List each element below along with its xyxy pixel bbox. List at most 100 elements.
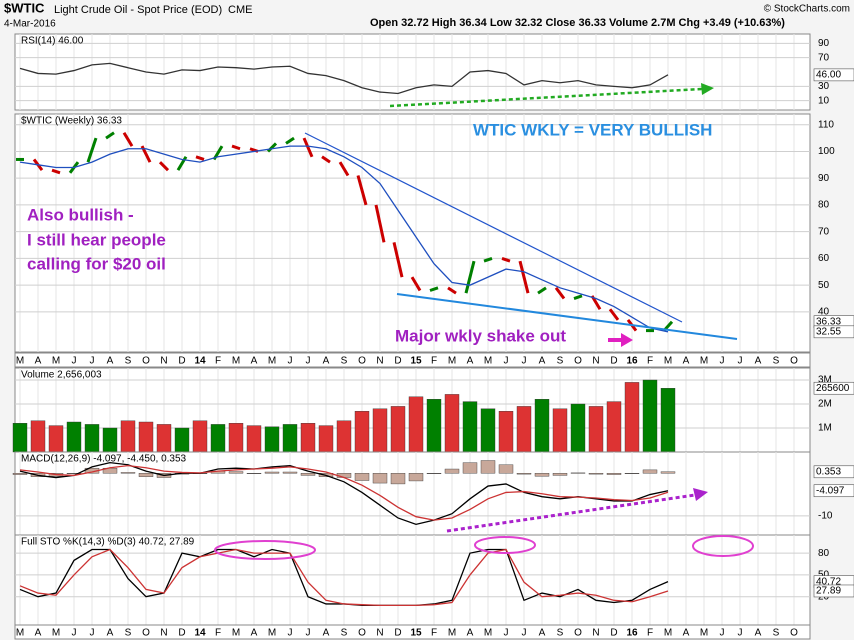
x-tick-label: M xyxy=(232,356,240,367)
price-bar xyxy=(86,137,98,163)
bar xyxy=(660,471,676,474)
value-box-label: 32.55 xyxy=(816,326,841,337)
value-box xyxy=(813,325,854,339)
price-bar xyxy=(231,144,241,151)
y-tick-label: 90 xyxy=(818,173,830,184)
annotation: Also bullish - xyxy=(27,205,134,224)
price-bar xyxy=(285,136,295,145)
highlight xyxy=(474,536,536,554)
bar xyxy=(480,460,496,474)
x-tick-label: A xyxy=(107,356,114,367)
x-axis-band xyxy=(14,624,811,640)
value-box-label: -4.097 xyxy=(816,485,845,496)
price-bar xyxy=(356,175,368,206)
bar xyxy=(138,421,154,453)
y-tick-label: 70 xyxy=(818,52,830,63)
credit: © StockCharts.com xyxy=(764,4,850,15)
bar xyxy=(138,473,154,477)
x-tick-label: S xyxy=(125,628,132,639)
panel-label: RSI(14) 46.00 xyxy=(21,36,84,47)
price-bar xyxy=(266,142,278,153)
x-tick-label: M xyxy=(664,628,672,639)
trend-line xyxy=(304,132,683,323)
x-tick-label: A xyxy=(35,628,42,639)
price-bar xyxy=(429,286,439,292)
x-tick-label: D xyxy=(178,628,185,639)
value-box-label: 27.89 xyxy=(816,586,841,597)
x-tick-label: N xyxy=(376,628,383,639)
arrow-head xyxy=(621,333,633,347)
price-bar xyxy=(447,286,457,295)
x-tick-label: A xyxy=(683,628,690,639)
bar xyxy=(174,427,190,453)
value-box-label: 40.72 xyxy=(816,576,841,587)
bar xyxy=(120,420,136,453)
x-tick-label: M xyxy=(700,628,708,639)
bar xyxy=(192,420,208,453)
x-tick-label: 15 xyxy=(410,356,422,367)
x-tick-label: D xyxy=(610,628,617,639)
value-box xyxy=(813,484,854,498)
x-tick-label: J xyxy=(90,356,95,367)
x-tick-label: D xyxy=(178,356,185,367)
x-tick-label: J xyxy=(72,628,77,639)
annotation: Major wkly shake out xyxy=(395,326,566,345)
series-line xyxy=(19,62,669,95)
x-tick-label: O xyxy=(142,628,150,639)
bar xyxy=(570,403,586,453)
bar xyxy=(516,473,532,475)
price-bar xyxy=(158,161,170,172)
x-tick-label: S xyxy=(557,628,564,639)
bar xyxy=(30,420,46,453)
x-tick-label: M xyxy=(484,628,492,639)
x-tick-label: J xyxy=(72,356,77,367)
bar xyxy=(552,408,568,453)
x-tick-label: J xyxy=(90,628,95,639)
bar xyxy=(552,473,568,476)
x-tick-label: S xyxy=(773,628,780,639)
x-tick-label: 16 xyxy=(626,356,638,367)
x-tick-label: M xyxy=(16,356,24,367)
annotation: I still hear people xyxy=(27,230,166,249)
bar xyxy=(660,388,676,453)
x-tick-label: O xyxy=(574,628,582,639)
bar xyxy=(462,401,478,453)
bar xyxy=(624,473,640,474)
y-tick-label: 90 xyxy=(818,38,830,49)
price-bar xyxy=(518,260,530,294)
annotation: WTIC WKLY = VERY BULLISH xyxy=(473,120,712,139)
quote: Open 32.72 High 36.34 Low 32.32 Close 36… xyxy=(370,17,785,29)
x-tick-label: J xyxy=(504,628,509,639)
price-bar xyxy=(51,168,61,175)
x-tick-label: F xyxy=(215,356,221,367)
x-tick-label: D xyxy=(394,628,401,639)
x-tick-label: A xyxy=(539,356,546,367)
bar xyxy=(498,411,514,453)
annotations: WTIC WKLY = VERY BULLISH Also bullish - … xyxy=(27,83,754,560)
x-tick-label: S xyxy=(341,628,348,639)
x-tick-label: O xyxy=(358,628,366,639)
x-tick-label: A xyxy=(755,356,762,367)
x-tick-label: O xyxy=(790,356,798,367)
x-tick-label: F xyxy=(431,356,437,367)
x-tick-label: J xyxy=(720,628,725,639)
bar xyxy=(300,473,316,476)
panel-label: MACD(12,26,9) -4.097, -4.450, 0.353 xyxy=(21,454,187,465)
value-box-label: 46.00 xyxy=(816,70,841,81)
bar xyxy=(354,473,370,481)
price-bar xyxy=(573,294,583,300)
bar xyxy=(48,425,64,453)
x-tick-label: J xyxy=(738,356,743,367)
x-tick-label: M xyxy=(700,356,708,367)
bar xyxy=(426,473,442,474)
bar xyxy=(102,427,118,453)
bar xyxy=(228,471,244,474)
price-bar xyxy=(105,131,115,140)
y-tick-label: 50 xyxy=(818,570,830,581)
arrow xyxy=(389,87,703,108)
x-tick-label: F xyxy=(215,628,221,639)
panel-label: Full STO %K(14,3) %D(3) 40.72, 27.89 xyxy=(21,537,195,548)
x-tick-label: M xyxy=(16,628,24,639)
bar xyxy=(480,408,496,453)
